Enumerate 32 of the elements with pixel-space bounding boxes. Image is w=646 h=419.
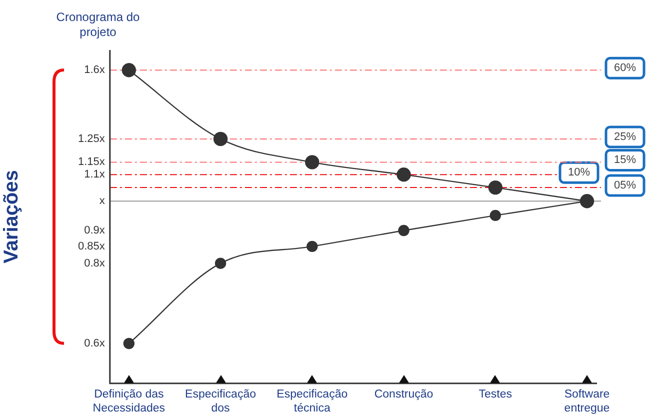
point	[306, 240, 318, 252]
point	[305, 155, 320, 170]
y-tick-label: 0.9x	[84, 224, 106, 237]
y-tick-label: 1.15x	[78, 156, 106, 168]
text: 60%	[614, 62, 636, 74]
point	[213, 132, 228, 146]
text: 15%	[614, 154, 636, 166]
y-axis-title: Variações	[0, 170, 23, 264]
x-tick-label: Construção	[374, 388, 434, 400]
point	[214, 258, 226, 269]
y-tick-label: 0.8x	[84, 257, 106, 270]
point	[398, 224, 410, 236]
chart-title: Cronograma do projeto	[55, 10, 141, 40]
y-tick-label: 0.6x	[84, 338, 106, 350]
text: 05%	[614, 180, 636, 192]
y-tick-label: 1.25x	[78, 132, 106, 145]
x-tick-label: Especificação técnica	[276, 388, 348, 414]
y-tick-label: 1.6x	[84, 64, 106, 76]
x-tick-label: Definição das Necessidades	[92, 388, 166, 414]
y-tick-label: 1.1x	[84, 168, 106, 181]
annotation: 10%	[568, 166, 590, 179]
y-tick-label: x	[99, 195, 106, 208]
x-tick-label: Software entregue	[564, 388, 610, 414]
x-tick-label: Testes	[478, 388, 512, 400]
point	[488, 180, 502, 195]
point	[490, 210, 501, 222]
text: 25%	[614, 130, 636, 143]
point	[396, 167, 411, 182]
point	[122, 63, 136, 78]
point	[123, 338, 135, 350]
y-tick-label: 0.85x	[78, 240, 106, 252]
x-tick-label: Especificação dos	[185, 388, 256, 414]
